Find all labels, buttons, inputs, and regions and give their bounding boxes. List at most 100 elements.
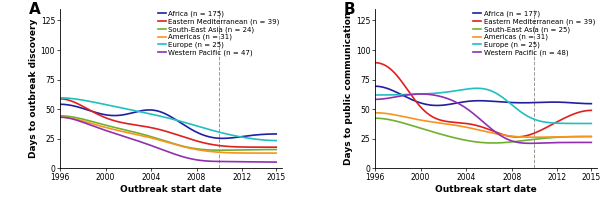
Western Pacific (n = 48) xyxy=(398,95,405,97)
Americas (n = 31) xyxy=(127,132,134,134)
Europe (n = 25) xyxy=(142,112,149,114)
Y-axis label: Days to public communication: Days to public communication xyxy=(344,12,353,165)
Western Pacific (n = 48) xyxy=(371,98,379,101)
X-axis label: Outbreak start date: Outbreak start date xyxy=(120,185,222,194)
Americas (n = 31) xyxy=(371,111,379,114)
Line: Europe (n = 25): Europe (n = 25) xyxy=(375,88,592,124)
Europe (n = 25) xyxy=(214,130,221,133)
Europe (n = 25) xyxy=(272,139,280,142)
Americas (n = 31) xyxy=(530,136,538,138)
Europe (n = 25) xyxy=(473,87,481,90)
Western Pacific (n = 48) xyxy=(442,97,449,99)
Europe (n = 25) xyxy=(442,91,449,94)
Western Pacific (n = 47) xyxy=(82,122,89,125)
Eastern Mediterranean (n = 39) xyxy=(127,123,134,125)
South-East Asia (n = 24) xyxy=(56,114,64,117)
Europe (n = 25) xyxy=(528,117,535,119)
Americas (n = 31) xyxy=(193,148,200,151)
Americas (n = 31) xyxy=(82,121,89,123)
Western Pacific (n = 47) xyxy=(127,137,134,140)
X-axis label: Outbreak start date: Outbreak start date xyxy=(435,185,537,194)
Line: Western Pacific (n = 48): Western Pacific (n = 48) xyxy=(375,94,592,143)
Americas (n = 31) xyxy=(529,136,536,138)
Western Pacific (n = 48) xyxy=(529,142,536,145)
South-East Asia (n = 25) xyxy=(457,138,464,140)
Africa (n = 175) xyxy=(82,108,89,111)
South-East Asia (n = 24) xyxy=(127,130,134,132)
Europe (n = 25) xyxy=(588,122,595,125)
Africa (n = 177) xyxy=(371,85,379,87)
Americas (n = 31) xyxy=(56,116,64,118)
Line: South-East Asia (n = 24): South-East Asia (n = 24) xyxy=(60,116,276,150)
Africa (n = 175) xyxy=(272,133,280,135)
Eastern Mediterranean (n = 39) xyxy=(82,107,89,109)
Eastern Mediterranean (n = 39) xyxy=(513,136,520,138)
Americas (n = 31) xyxy=(212,151,220,153)
Americas (n = 31) xyxy=(588,135,595,138)
South-East Asia (n = 25) xyxy=(442,134,449,137)
Line: South-East Asia (n = 25): South-East Asia (n = 25) xyxy=(375,118,592,143)
Western Pacific (n = 47) xyxy=(56,116,64,119)
Eastern Mediterranean (n = 39) xyxy=(214,144,221,147)
South-East Asia (n = 25) xyxy=(528,138,535,141)
Legend: Africa (n = 175), Eastern Mediterranean (n = 39), South-East Asia (n = 24), Amer: Africa (n = 175), Eastern Mediterranean … xyxy=(157,10,281,57)
Europe (n = 25) xyxy=(457,89,464,91)
Europe (n = 25) xyxy=(508,103,515,106)
South-East Asia (n = 24) xyxy=(142,134,149,136)
Legend: Africa (n = 177), Eastern Mediterranean (n = 39), South-East Asia (n = 25), Amer: Africa (n = 177), Eastern Mediterranean … xyxy=(472,10,596,57)
Americas (n = 31) xyxy=(214,151,221,153)
Line: Eastern Mediterranean (n = 39): Eastern Mediterranean (n = 39) xyxy=(60,99,276,147)
Eastern Mediterranean (n = 39) xyxy=(529,132,536,135)
Line: Western Pacific (n = 47): Western Pacific (n = 47) xyxy=(60,117,276,162)
Europe (n = 25) xyxy=(56,97,64,99)
Eastern Mediterranean (n = 39) xyxy=(193,140,200,142)
Africa (n = 177) xyxy=(529,101,536,104)
South-East Asia (n = 25) xyxy=(508,141,515,143)
Line: Eastern Mediterranean (n = 39): Eastern Mediterranean (n = 39) xyxy=(375,63,592,137)
Western Pacific (n = 47) xyxy=(193,159,200,161)
Europe (n = 25) xyxy=(212,130,220,133)
Line: Americas (n = 31): Americas (n = 31) xyxy=(375,113,592,137)
Europe (n = 25) xyxy=(398,93,405,96)
Western Pacific (n = 48) xyxy=(526,142,533,145)
Eastern Mediterranean (n = 39) xyxy=(508,135,515,138)
Eastern Mediterranean (n = 39) xyxy=(442,120,449,122)
Eastern Mediterranean (n = 39) xyxy=(142,125,149,128)
Eastern Mediterranean (n = 39) xyxy=(528,133,535,135)
South-East Asia (n = 25) xyxy=(398,121,405,124)
Europe (n = 25) xyxy=(371,94,379,96)
Line: Americas (n = 31): Americas (n = 31) xyxy=(60,117,276,153)
Eastern Mediterranean (n = 39) xyxy=(371,61,379,64)
Africa (n = 177) xyxy=(398,93,405,96)
Western Pacific (n = 47) xyxy=(214,160,221,163)
Africa (n = 177) xyxy=(458,101,465,103)
South-East Asia (n = 24) xyxy=(214,149,221,151)
Eastern Mediterranean (n = 39) xyxy=(398,79,405,82)
Eastern Mediterranean (n = 39) xyxy=(272,146,280,148)
Western Pacific (n = 48) xyxy=(508,140,515,142)
Africa (n = 175) xyxy=(212,137,220,139)
Text: A: A xyxy=(29,2,41,17)
Americas (n = 31) xyxy=(442,122,449,125)
Africa (n = 177) xyxy=(528,101,535,104)
Africa (n = 175) xyxy=(127,112,134,115)
Western Pacific (n = 48) xyxy=(588,141,595,144)
Americas (n = 31) xyxy=(508,135,515,137)
Americas (n = 31) xyxy=(142,135,149,138)
Africa (n = 175) xyxy=(193,131,200,133)
South-East Asia (n = 24) xyxy=(272,148,280,151)
South-East Asia (n = 24) xyxy=(212,149,220,151)
Eastern Mediterranean (n = 39) xyxy=(588,109,595,112)
Africa (n = 177) xyxy=(442,103,449,106)
Western Pacific (n = 47) xyxy=(212,160,220,163)
South-East Asia (n = 24) xyxy=(82,119,89,121)
Western Pacific (n = 47) xyxy=(142,142,149,145)
South-East Asia (n = 25) xyxy=(529,138,536,141)
Western Pacific (n = 48) xyxy=(530,142,537,145)
Europe (n = 25) xyxy=(82,99,89,102)
Americas (n = 31) xyxy=(398,115,405,118)
Line: Africa (n = 177): Africa (n = 177) xyxy=(375,86,592,105)
Western Pacific (n = 48) xyxy=(417,93,424,95)
South-East Asia (n = 24) xyxy=(193,148,200,150)
Africa (n = 175) xyxy=(219,137,226,140)
